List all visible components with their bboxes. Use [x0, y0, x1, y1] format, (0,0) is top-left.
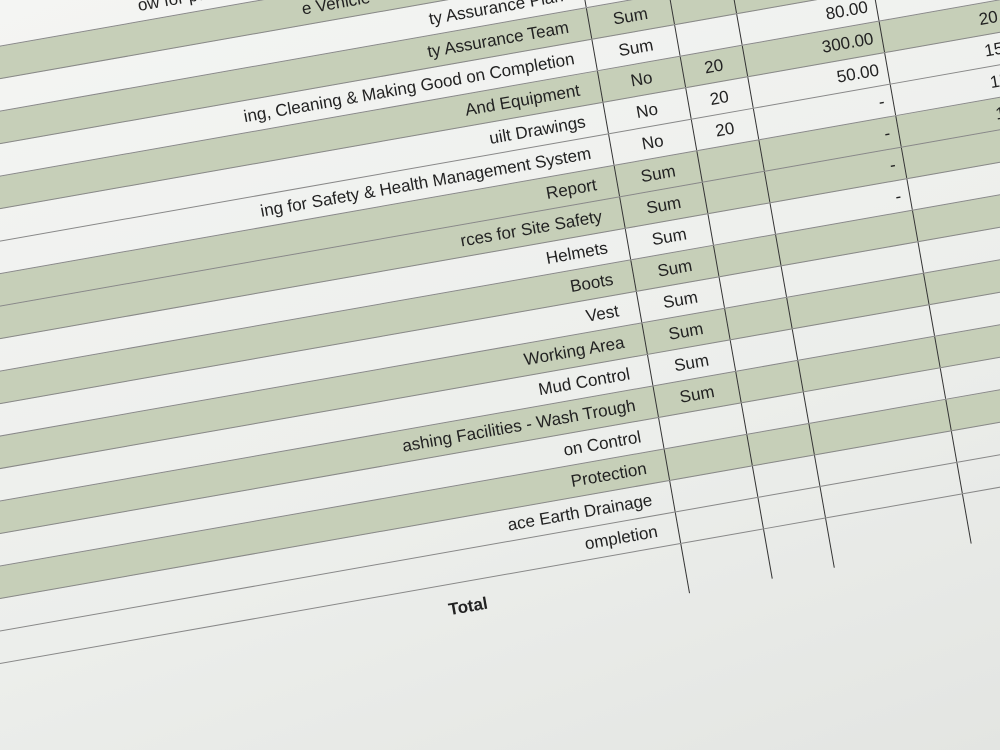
cell-qty — [763, 518, 834, 579]
